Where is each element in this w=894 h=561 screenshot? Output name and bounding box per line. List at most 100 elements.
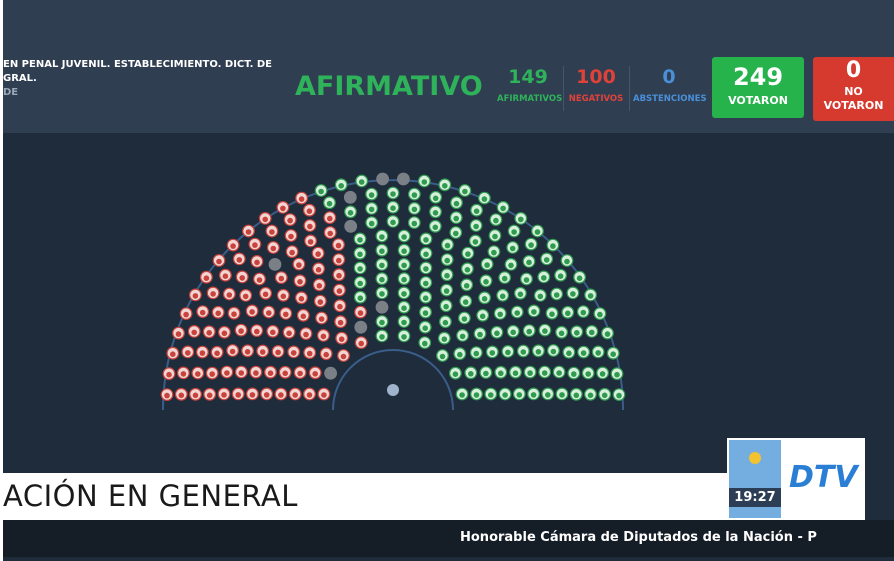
seat-icon <box>535 349 542 355</box>
seat-icon <box>401 276 407 283</box>
seat-icon <box>401 262 407 269</box>
seat-icon <box>222 273 229 279</box>
seat-icon <box>488 392 494 398</box>
seat-icon <box>270 329 276 336</box>
count: 0 <box>845 58 862 83</box>
seat-icon <box>199 350 206 356</box>
seat-icon <box>576 275 583 281</box>
seat-icon <box>242 293 249 300</box>
seat-icon <box>401 305 407 311</box>
seat-icon <box>192 293 199 299</box>
seat-icon <box>589 329 595 336</box>
seat-icon <box>517 291 524 298</box>
seat-icon <box>347 224 354 231</box>
seat-icon <box>479 313 486 320</box>
seat-icon <box>401 248 407 254</box>
seat-icon <box>390 191 396 197</box>
seat-icon <box>300 313 307 320</box>
seat-icon <box>411 220 418 227</box>
seat-icon <box>316 283 323 289</box>
seat-icon <box>303 331 309 338</box>
seat-icon <box>564 258 570 265</box>
seat-icon <box>238 328 244 334</box>
seat-icon <box>357 310 364 316</box>
seat-icon <box>327 230 334 237</box>
seat-icon <box>401 334 407 340</box>
seat-icon <box>368 206 375 213</box>
seat-icon <box>499 293 506 300</box>
seat-icon <box>462 299 469 305</box>
seat-icon <box>254 259 260 266</box>
seat-icon <box>336 272 342 279</box>
seat-icon <box>468 371 474 377</box>
seat-icon <box>210 291 216 297</box>
seat-icon <box>421 179 428 185</box>
seat-icon <box>401 234 407 240</box>
seat-icon <box>453 230 459 237</box>
seat-icon <box>423 237 429 243</box>
seat-icon <box>614 371 620 378</box>
seat-icon <box>239 275 245 281</box>
seat-icon <box>175 331 182 337</box>
motion-text: EN PENAL JUVENIL. ESTABLECIMIENTO. DICT.… <box>3 58 272 100</box>
count-group: 149 AFIRMATIVOS <box>497 66 562 104</box>
seat-icon <box>292 392 299 398</box>
seat-icon <box>245 229 252 235</box>
motion-line: GRAL. <box>3 73 37 84</box>
seat-icon <box>357 295 364 301</box>
seat-icon <box>283 311 289 318</box>
seat-icon <box>269 229 275 235</box>
seat-icon <box>368 220 375 227</box>
seat-icon <box>573 392 580 399</box>
seat-icon <box>357 266 363 272</box>
seat-icon <box>357 280 364 287</box>
seat-icon <box>323 351 330 358</box>
seat-icon <box>550 348 557 355</box>
seat-icon <box>541 370 548 376</box>
seat-icon <box>422 295 429 301</box>
seat-icon <box>518 216 524 223</box>
seat-icon <box>558 330 565 337</box>
seat-icon <box>514 310 520 316</box>
seat-icon <box>368 192 375 198</box>
motion-line: DE <box>3 87 19 98</box>
seat-icon <box>312 371 319 377</box>
seat-icon <box>206 330 212 336</box>
count: 249 <box>732 63 784 91</box>
voted-box: 249 VOTARON <box>712 57 804 118</box>
seat-icon <box>587 293 594 299</box>
seat-icon <box>297 279 303 285</box>
seat-icon <box>520 349 527 355</box>
seat-icon <box>338 183 345 189</box>
seat-icon <box>191 329 197 336</box>
seat-icon <box>183 311 189 318</box>
hemicycle <box>160 172 626 411</box>
seat-icon <box>379 234 385 240</box>
seat-icon <box>379 262 385 269</box>
seat-icon <box>306 350 313 357</box>
seat-icon <box>541 275 547 281</box>
motion-line: EN PENAL JUVENIL. ESTABLECIMIENTO. DICT.… <box>3 59 272 70</box>
seat-icon <box>263 392 270 398</box>
seat-icon <box>444 242 451 249</box>
seat-icon <box>166 371 172 378</box>
count-label: NEGATIVOS <box>568 94 624 104</box>
seat-icon <box>214 350 220 357</box>
logo: 19:27 DTV <box>727 438 865 520</box>
seat-icon <box>289 249 295 256</box>
seat-icon <box>444 272 450 279</box>
seat-icon <box>534 229 541 235</box>
seat-icon <box>259 349 266 355</box>
seat-icon <box>527 370 533 376</box>
seat-icon <box>256 277 263 283</box>
seat-icon <box>505 349 511 356</box>
seat-icon <box>443 303 449 310</box>
sun <box>749 452 761 464</box>
seat-icon <box>307 223 313 230</box>
seat-icon <box>164 392 170 399</box>
seat-icon <box>249 309 255 315</box>
seat-icon <box>280 205 286 212</box>
count-group: 0 ABSTENCIONES <box>633 66 707 104</box>
seat-icon <box>571 371 577 377</box>
seat-icon <box>252 242 258 248</box>
